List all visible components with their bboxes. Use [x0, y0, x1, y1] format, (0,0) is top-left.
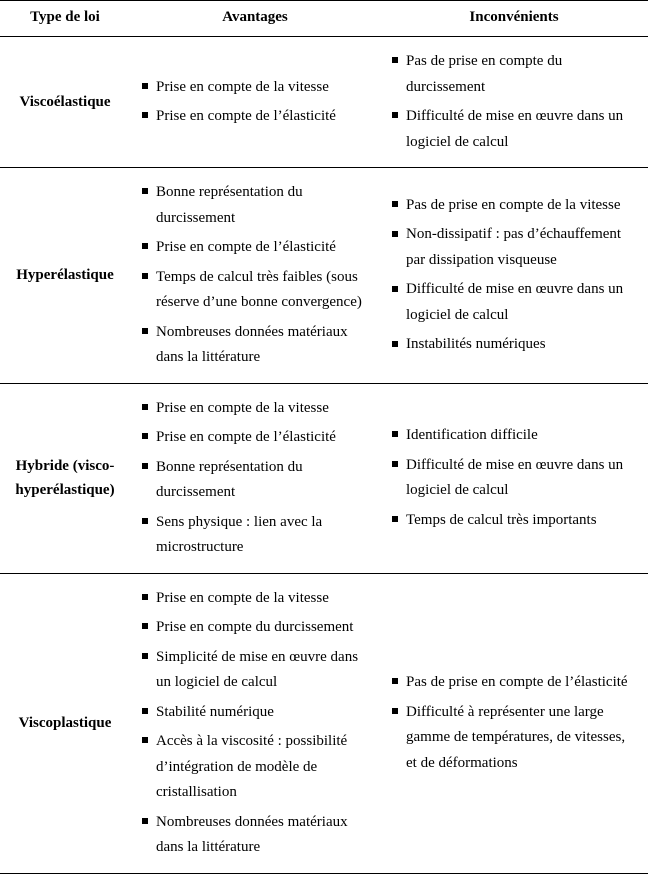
- advantage-item: Prise en compte de l’élasticité: [138, 104, 370, 130]
- advantages-cell: Prise en compte de la vitesse Prise en co…: [130, 383, 380, 573]
- table-header-row: Type de loi Avantages Inconvénients: [0, 1, 648, 37]
- table-body: ViscoélastiquePrise en compte de la vite…: [0, 37, 648, 874]
- disadvantage-item: Difficulté de mise en œuvre dans un logi…: [388, 277, 638, 328]
- disadvantage-item: Difficulté de mise en œuvre dans un logi…: [388, 104, 638, 155]
- advantages-cell: Prise en compte de la vitesse Prise en co…: [130, 37, 380, 168]
- disadvantage-item: Identification difficile: [388, 423, 638, 449]
- advantages-list: Prise en compte de la vitesse Prise en co…: [136, 586, 374, 861]
- table-row: ViscoplastiquePrise en compte de la vite…: [0, 573, 648, 873]
- comparison-table: Type de loi Avantages Inconvénients Visc…: [0, 0, 648, 874]
- advantage-item: Prise en compte de la vitesse: [138, 396, 370, 422]
- table-row: HyperélastiqueBonne représentation du du…: [0, 168, 648, 384]
- disadvantages-cell: Pas de prise en compte du durcissementDi…: [380, 37, 648, 168]
- type-cell: Hyperélastique: [0, 168, 130, 384]
- disadvantage-item: Difficulté à représenter une large gamme…: [388, 700, 638, 777]
- advantage-item: Temps de calcul très faibles (sous réser…: [138, 265, 370, 316]
- type-cell: Viscoélastique: [0, 37, 130, 168]
- advantages-cell: Bonne représentation du durcissement Pris…: [130, 168, 380, 384]
- column-header-advantages: Avantages: [130, 1, 380, 37]
- advantages-list: Prise en compte de la vitesse Prise en co…: [136, 75, 374, 130]
- disadvantages-list: Pas de prise en compte de la vitesse Non-…: [386, 193, 642, 358]
- advantages-cell: Prise en compte de la vitesse Prise en co…: [130, 573, 380, 873]
- disadvantage-item: Difficulté de mise en œuvre dans un logi…: [388, 453, 638, 504]
- disadvantages-cell: Pas de prise en compte de la vitesse Non-…: [380, 168, 648, 384]
- advantage-item: Nombreuses données matériaux dans la lit…: [138, 320, 370, 371]
- disadvantage-item: Pas de prise en compte de l’élasticité: [388, 670, 638, 696]
- advantage-item: Accès à la viscosité : possibilité d’int…: [138, 729, 370, 806]
- disadvantages-list: Identification difficile Difficulté de mi…: [386, 423, 642, 533]
- advantage-item: Stabilité numérique: [138, 700, 370, 726]
- disadvantage-item: Non-dissipatif : pas d’échauffement par …: [388, 222, 638, 273]
- table-row: ViscoélastiquePrise en compte de la vite…: [0, 37, 648, 168]
- advantage-item: Bonne représentation du durcissement: [138, 455, 370, 506]
- advantage-item: Prise en compte de la vitesse: [138, 75, 370, 101]
- advantage-item: Prise en compte du durcissement: [138, 615, 370, 641]
- disadvantage-item: Instabilités numériques: [388, 332, 638, 358]
- disadvantages-list: Pas de prise en compte du durcissementDi…: [386, 49, 642, 155]
- advantage-item: Prise en compte de l’élasticité: [138, 425, 370, 451]
- advantage-item: Simplicité de mise en œuvre dans un logi…: [138, 645, 370, 696]
- advantage-item: Nombreuses données matériaux dans la lit…: [138, 810, 370, 861]
- advantage-item: Bonne représentation du durcissement: [138, 180, 370, 231]
- advantage-item: Prise en compte de l’élasticité: [138, 235, 370, 261]
- advantages-list: Bonne représentation du durcissement Pris…: [136, 180, 374, 371]
- disadvantage-item: Temps de calcul très importants: [388, 508, 638, 534]
- disadvantage-item: Pas de prise en compte du durcissement: [388, 49, 638, 100]
- column-header-type: Type de loi: [0, 1, 130, 37]
- type-cell: Viscoplastique: [0, 573, 130, 873]
- column-header-disadvantages: Inconvénients: [380, 1, 648, 37]
- disadvantages-cell: Identification difficile Difficulté de mi…: [380, 383, 648, 573]
- advantages-list: Prise en compte de la vitesse Prise en co…: [136, 396, 374, 561]
- advantage-item: Prise en compte de la vitesse: [138, 586, 370, 612]
- disadvantage-item: Pas de prise en compte de la vitesse: [388, 193, 638, 219]
- type-cell: Hybride (visco-hyperélastique): [0, 383, 130, 573]
- advantage-item: Sens physique : lien avec la microstruct…: [138, 510, 370, 561]
- disadvantages-cell: Pas de prise en compte de l’élasticité Di…: [380, 573, 648, 873]
- disadvantages-list: Pas de prise en compte de l’élasticité Di…: [386, 670, 642, 776]
- table-row: Hybride (visco-hyperélastique)Prise en c…: [0, 383, 648, 573]
